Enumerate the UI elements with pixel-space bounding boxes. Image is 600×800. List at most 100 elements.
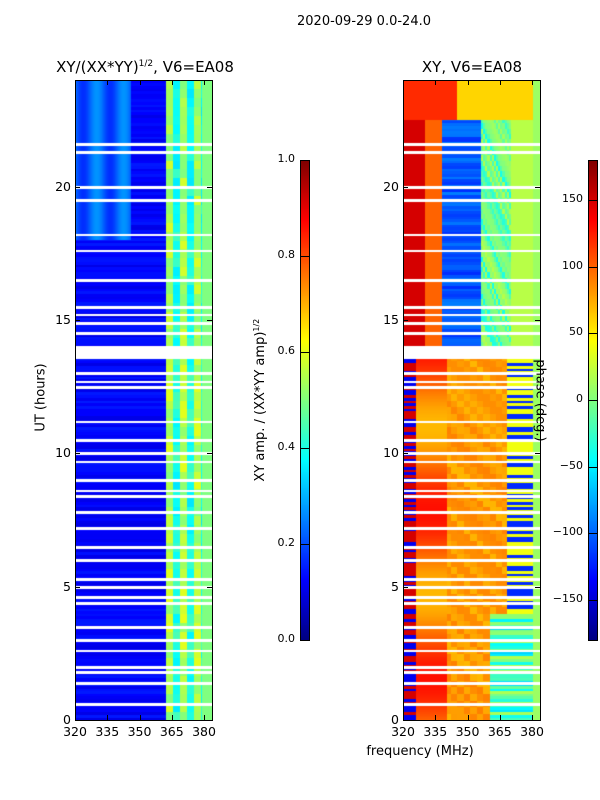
y-tick-label: 20 [383, 178, 399, 194]
x-tick-label: 320 [391, 724, 415, 739]
amp-title-main: XY/(XX*YY) [56, 58, 139, 76]
x-tick-mark [204, 715, 206, 720]
colorbar-tick-mark [300, 448, 309, 449]
colorbar-tick-mark [300, 160, 309, 161]
x-tick-label: 365 [487, 724, 512, 739]
colorbar-tick-mark [300, 256, 309, 257]
colorbar-tick-label: 1.0 [277, 152, 296, 165]
figure-title: 2020-09-29 0.0-24.0 [297, 14, 431, 29]
colorbar-tick-label: 0.0 [277, 632, 296, 645]
x-tick-mark [107, 715, 109, 720]
y-tick-label: 5 [391, 578, 399, 594]
colorbar-tick-mark [300, 352, 309, 353]
x-tick-label: 335 [423, 724, 448, 739]
y-tick-mark [403, 320, 408, 321]
y-tick-mark [403, 453, 408, 455]
colorbar-tick-mark [588, 400, 597, 401]
y-tick-mark [403, 586, 408, 588]
x-tick-mark-top [532, 80, 534, 85]
colorbar-tick-mark [588, 533, 597, 535]
colorbar-tick-label: 0.2 [277, 536, 296, 549]
x-tick-mark-top [204, 80, 206, 85]
colorbar-tick-label: 0.8 [277, 248, 296, 261]
colorbar-tick-mark [588, 466, 597, 468]
x-tick-mark [75, 715, 76, 720]
colorbar-tick-label: 150 [562, 192, 583, 205]
x-tick-mark-top [171, 80, 173, 85]
y-tick-mark-right [207, 586, 212, 588]
x-tick-mark [403, 715, 404, 720]
x-tick-mark [499, 715, 501, 720]
colorbar-tick-label: 0 [576, 392, 583, 405]
y-tick-mark-right [207, 453, 212, 455]
y-tick-mark-right [535, 186, 540, 188]
amp-panel-title: XY/(XX*YY)1/2, V6=EA08 [40, 58, 250, 76]
amp-colorbar-label: XY amp. / (XX*YY amp)1/2 [252, 300, 268, 500]
amp-title-sup: 1/2 [138, 59, 154, 69]
x-tick-mark-top [403, 80, 404, 85]
x-tick-label: 380 [192, 724, 216, 739]
x-tick-mark-top [107, 80, 109, 85]
colorbar-tick-label: −50 [559, 458, 583, 472]
y-tick-mark-right [535, 720, 540, 721]
x-tick-mark-top [499, 80, 501, 85]
y-tick-mark-right [207, 186, 212, 188]
y-tick-mark-right [535, 586, 540, 588]
phase-heatmap [403, 80, 540, 720]
y-tick-mark [75, 720, 80, 721]
colorbar-tick-mark [588, 200, 597, 201]
amp-colorbar-frame [300, 160, 310, 641]
y-tick-label: 0 [391, 712, 399, 727]
y-tick-mark [75, 586, 80, 588]
y-tick-mark-right [207, 720, 212, 721]
x-tick-mark [467, 715, 469, 720]
colorbar-tick-mark [588, 600, 597, 601]
colorbar-tick-label: 0.4 [277, 440, 296, 453]
x-tick-label: 350 [127, 724, 152, 739]
colorbar-tick-label: 100 [562, 258, 583, 272]
x-tick-label: 365 [159, 724, 184, 739]
x-tick-label: 320 [63, 724, 87, 739]
colorbar-tick-mark [588, 266, 597, 268]
amp-cb-label-sup: 1/2 [251, 318, 261, 332]
amp-axes-frame [75, 80, 213, 721]
y-tick-mark-right [535, 320, 540, 321]
y-tick-label: 5 [63, 578, 71, 594]
x-tick-mark [435, 715, 437, 720]
x-tick-mark-top [467, 80, 469, 85]
y-tick-label: 15 [55, 312, 71, 327]
amp-colorbar [300, 160, 309, 640]
colorbar-tick-label: −150 [552, 592, 583, 605]
y-tick-mark [75, 453, 80, 455]
y-tick-mark [75, 186, 80, 188]
colorbar-tick-mark [300, 640, 309, 641]
amp-heatmap [75, 80, 212, 720]
x-tick-mark [139, 715, 141, 720]
x-tick-mark-top [435, 80, 437, 85]
y-tick-mark-right [207, 320, 212, 321]
x-tick-mark-top [75, 80, 76, 85]
y-tick-mark-right [535, 453, 540, 455]
x-tick-mark-top [139, 80, 141, 85]
colorbar-tick-mark [588, 333, 597, 335]
phase-axes-frame [403, 80, 541, 721]
x-axis-label: frequency (MHz) [366, 744, 474, 759]
phase-panel-title: XY, V6=EA08 [421, 58, 523, 76]
colorbar-tick-mark [300, 544, 309, 545]
x-tick-label: 350 [455, 724, 480, 739]
y-tick-mark [403, 720, 408, 721]
y-tick-label: 10 [55, 445, 71, 461]
colorbar-tick-label: 0.6 [277, 344, 296, 357]
y-tick-label: 20 [55, 178, 71, 194]
y-tick-mark [403, 186, 408, 188]
y-tick-mark [75, 320, 80, 321]
y-tick-label: 10 [383, 445, 399, 461]
y-axis-label: UT (hours) [33, 363, 49, 432]
x-tick-label: 380 [520, 724, 544, 739]
x-tick-mark [171, 715, 173, 720]
amp-title-tail: , V6=EA08 [153, 58, 234, 76]
x-tick-mark [532, 715, 534, 720]
colorbar-tick-label: −100 [552, 525, 583, 539]
y-tick-label: 15 [383, 312, 399, 327]
colorbar-tick-label: 50 [569, 325, 583, 339]
